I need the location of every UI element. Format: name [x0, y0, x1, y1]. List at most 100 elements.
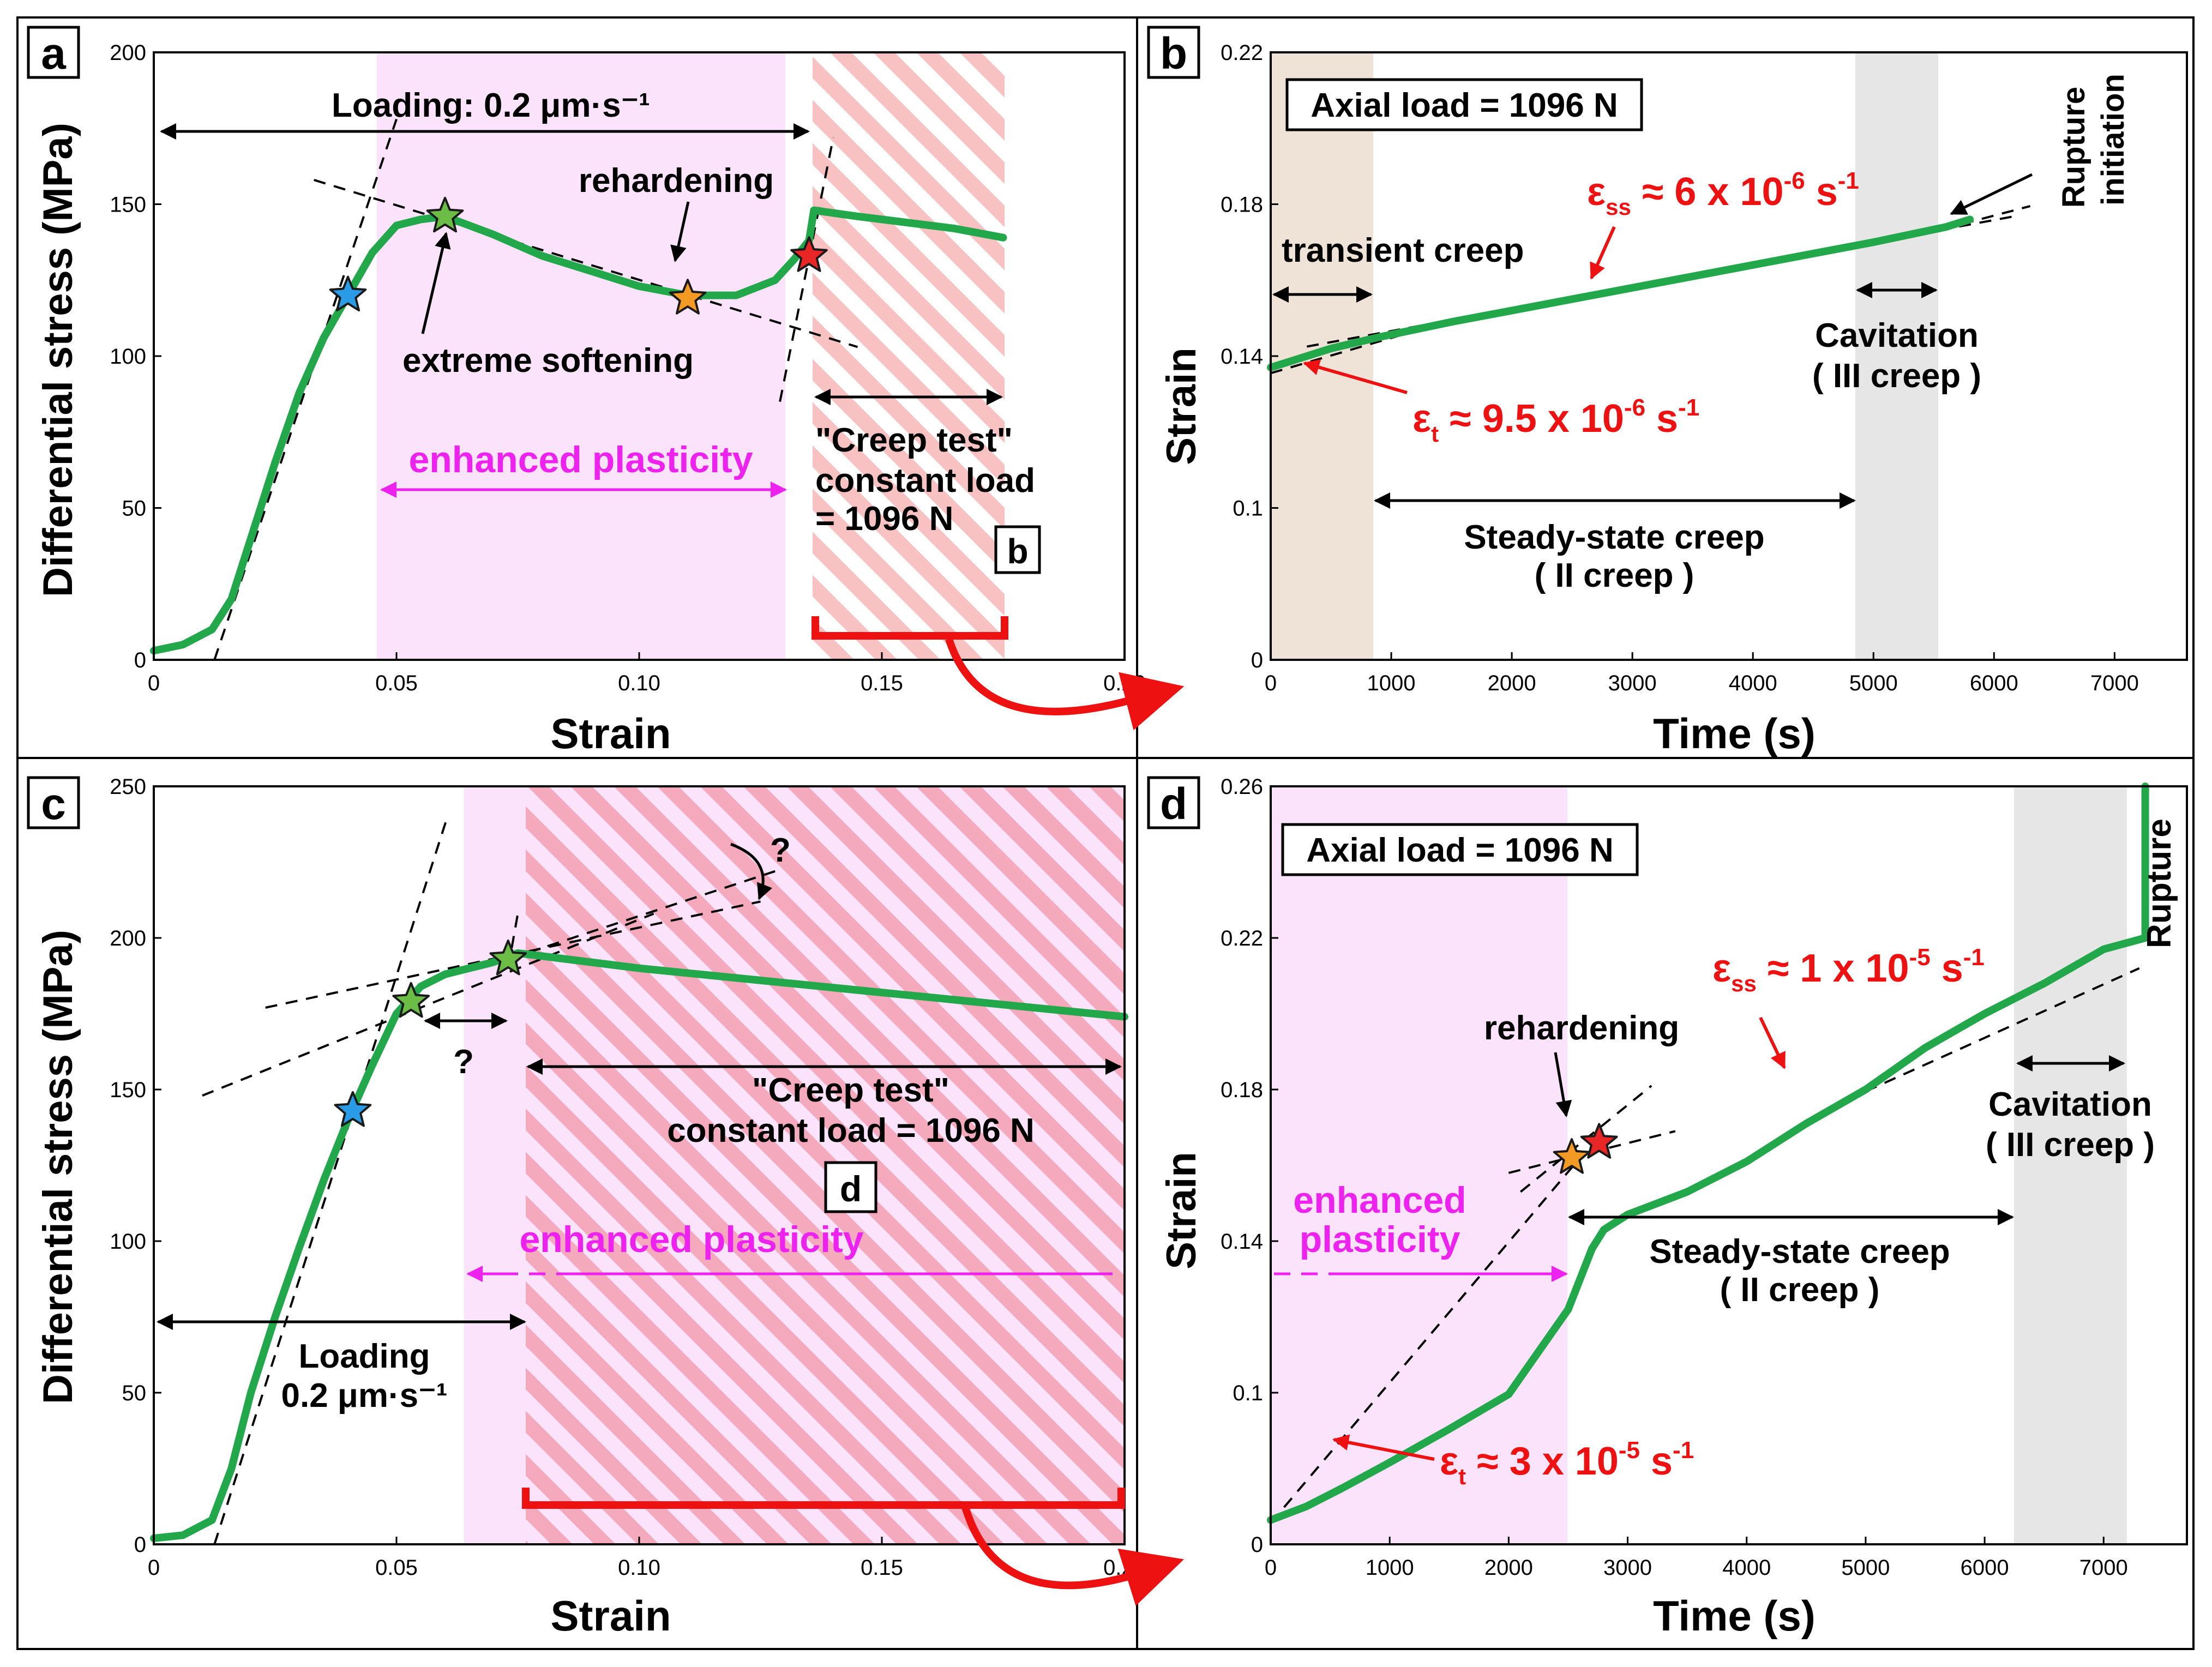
- star-markers: [334, 939, 527, 1127]
- x-tick-label: 4000: [1722, 1556, 1771, 1580]
- y-axis-label: Differential stress (MPa): [35, 123, 81, 597]
- rehardening-arrow: [670, 201, 690, 262]
- rate-unit-exponent: -1: [1838, 167, 1859, 194]
- panel-label: b: [1160, 29, 1187, 79]
- y-tick-label: 0.18: [1221, 1078, 1263, 1102]
- dashed-guide-line: [202, 912, 654, 1097]
- question-arrow-top: [730, 842, 772, 900]
- x-tick-label: 5000: [1841, 1556, 1890, 1580]
- link-box: [994, 525, 1041, 574]
- dashed-guide-line: [1921, 205, 2031, 236]
- star-marker-red: [790, 236, 828, 272]
- rate-subscript: ss: [1731, 971, 1757, 996]
- cavitation-label-2: ( III creep ): [1986, 1126, 2155, 1164]
- rate-exponent: -5: [1619, 1437, 1640, 1464]
- panel-label: c: [41, 779, 66, 829]
- panel-label-box: [1147, 776, 1200, 829]
- steady-state-rate-label: εss ≈ 6 x 10-6 s-1: [1587, 167, 1859, 220]
- y-tick-label: 0.1: [1233, 497, 1263, 521]
- rate-value: ≈ 1 x 10: [1757, 947, 1909, 990]
- panel-label-box: [27, 26, 80, 79]
- steady-state-label-2: ( II creep ): [1535, 557, 1694, 594]
- rate-exponent: -5: [1909, 944, 1931, 971]
- rate-value: ≈ 6 x 10: [1631, 170, 1784, 214]
- rupture-initiation-arrow: [1950, 173, 2033, 215]
- enhanced-plasticity-label: enhanced plasticity: [519, 1219, 863, 1260]
- transient-rate-arrow: [1332, 1434, 1435, 1461]
- star-marker-blue: [329, 275, 367, 312]
- y-tick-label: 0.26: [1221, 775, 1263, 799]
- transient-rate-arrow: [1303, 359, 1408, 394]
- x-tick-label: 0: [148, 1556, 160, 1580]
- steady-state-label-1: Steady-state creep: [1464, 519, 1764, 556]
- rate-exponent: -6: [1624, 394, 1645, 421]
- link-box-label: b: [1007, 532, 1028, 571]
- y-tick-label: 0.1: [1233, 1381, 1263, 1405]
- dashed-guide-line: [314, 179, 858, 348]
- loading-label-2: 0.2 μm·s⁻¹: [281, 1377, 448, 1415]
- rate-value: ≈ 3 x 10: [1466, 1440, 1619, 1483]
- x-tick-label: 2000: [1488, 671, 1536, 695]
- rate-value: ≈ 9.5 x 10: [1439, 397, 1624, 441]
- star-markers: [1553, 1123, 1618, 1174]
- panel-b: 0 1000 2000 3000 4000 5000 6000 7000 0 0.1 0.14 0.1…: [1147, 26, 2188, 757]
- y-tick-label: 0.14: [1221, 1230, 1263, 1254]
- y-tick-label: 0.14: [1221, 345, 1263, 369]
- x-tick-label: 0.15: [861, 671, 903, 695]
- dashed-guide-line: [508, 870, 776, 960]
- rate-unit: s: [1931, 947, 1963, 990]
- y-axis-label: Strain: [1158, 1152, 1205, 1269]
- rate-subscript: t: [1431, 421, 1439, 447]
- x-axis-label: Strain: [550, 1592, 671, 1640]
- creep-strain-curve: [1267, 215, 1974, 371]
- x-tick-label: 4000: [1729, 671, 1777, 695]
- transient-creep-label: transient creep: [1282, 232, 1524, 269]
- rate-unit: s: [1805, 170, 1838, 214]
- rate-symbol: ε: [1440, 1440, 1458, 1483]
- y-tick-label: 200: [110, 41, 146, 65]
- x-tick-label: 6000: [1970, 671, 2018, 695]
- rate-unit: s: [1640, 1440, 1673, 1483]
- plot-frame: [1270, 51, 2188, 661]
- creep-region-bracket: [522, 1488, 1125, 1509]
- y-tick-label: 100: [110, 345, 146, 369]
- steady-state-label-1: Steady-state creep: [1649, 1233, 1950, 1271]
- x-tick-label: 7000: [2090, 671, 2139, 695]
- steady-state-label-2: ( II creep ): [1720, 1271, 1880, 1309]
- axis-ticks: 0 1000 2000 3000 4000 5000 6000 7000 0 0.1 0.14 0.1…: [1221, 775, 2128, 1580]
- band-cavitation: [2014, 786, 2127, 1544]
- rate-unit-exponent: -1: [1678, 394, 1699, 421]
- cavitation-label-1: Cavitation: [1815, 317, 1979, 354]
- x-tick-label: 1000: [1367, 671, 1416, 695]
- y-tick-label: 150: [110, 1078, 146, 1102]
- y-tick-label: 0.22: [1221, 41, 1263, 65]
- star-marker-orange: [1553, 1138, 1591, 1174]
- rupture-label: Rupture: [2141, 819, 2178, 948]
- x-axis-label: Time (s): [1653, 1592, 1816, 1640]
- x-tick-label: 0.20: [1103, 671, 1146, 695]
- panel-label-box: [27, 776, 80, 829]
- guide-lines: [213, 118, 858, 660]
- rupture-initiation-label-1: Rupture: [2056, 87, 2091, 208]
- star-marker-red: [1580, 1123, 1618, 1159]
- y-tick-label: 0: [134, 648, 146, 672]
- x-axis-label: Strain: [550, 709, 671, 757]
- rehardening-label: rehardening: [1484, 1009, 1679, 1047]
- star-marker-green: [426, 196, 464, 233]
- y-tick-label: 250: [110, 775, 146, 799]
- band-transient-creep: [1271, 52, 1373, 660]
- rupture-initiation-label-2: initiation: [2095, 74, 2131, 206]
- panel-d: 0 1000 2000 3000 4000 5000 6000 7000 0 0.1 0.14 0.1…: [1147, 775, 2188, 1640]
- x-tick-label: 0.10: [618, 671, 660, 695]
- plot-frame: [153, 785, 1126, 1545]
- axial-load-label: Axial load = 1096 N: [1306, 832, 1613, 869]
- creep-test-label-1: "Creep test": [815, 422, 1013, 459]
- cavitation-label-1: Cavitation: [1988, 1086, 2152, 1123]
- rate-unit-exponent: -1: [1673, 1437, 1694, 1464]
- dashed-guide-line: [213, 816, 449, 1545]
- x-tick-label: 0: [148, 671, 160, 695]
- plot-frame: [1270, 785, 2188, 1545]
- dashed-guide-line: [779, 137, 834, 402]
- x-tick-label: 0.10: [618, 1556, 660, 1580]
